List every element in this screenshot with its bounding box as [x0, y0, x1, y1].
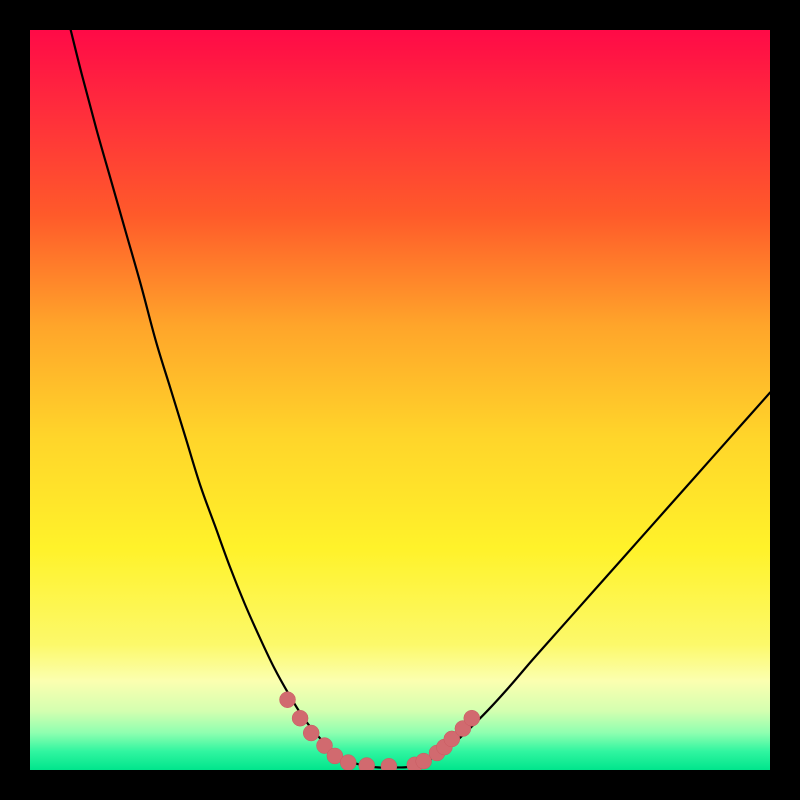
marker-dot	[292, 710, 308, 726]
marker-dot	[464, 710, 480, 726]
gradient-background	[30, 30, 770, 770]
marker-dot	[340, 755, 356, 771]
chart-frame: TheBottleneck.com	[0, 0, 800, 800]
bottleneck-chart	[0, 0, 800, 800]
marker-dot	[303, 725, 319, 741]
marker-dot	[280, 692, 296, 708]
